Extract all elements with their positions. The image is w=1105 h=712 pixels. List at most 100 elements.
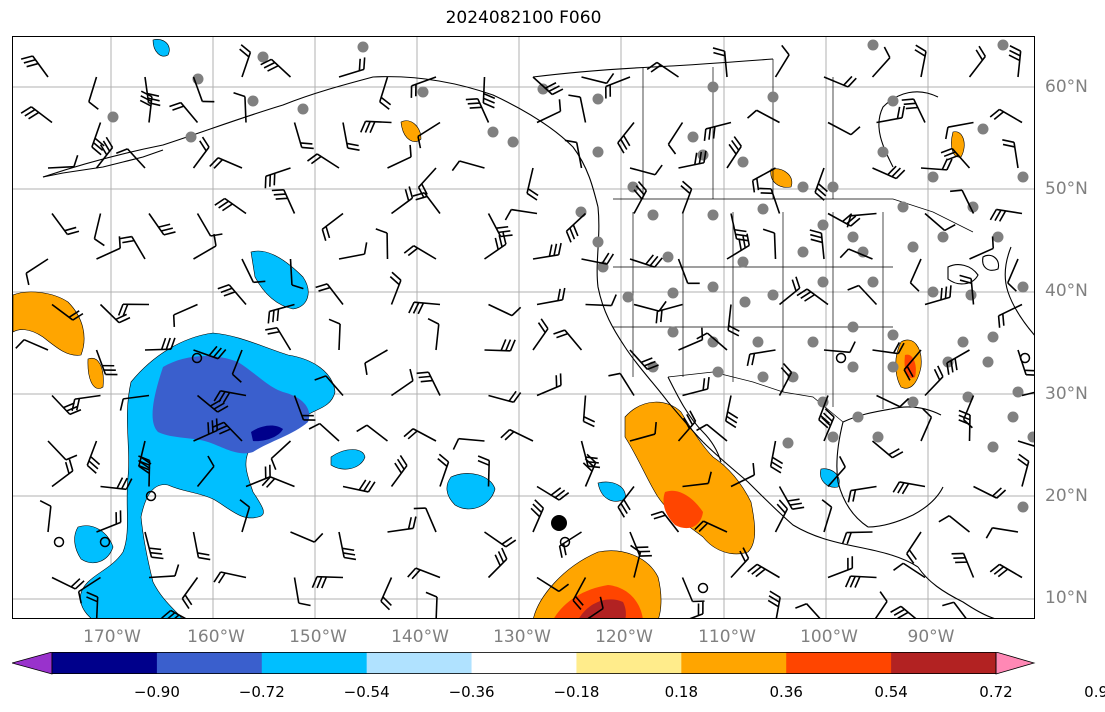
colorbar-segment: [681, 652, 787, 674]
wind-barb: [680, 180, 693, 214]
wind-barb: [477, 455, 491, 487]
wind-barb: [239, 499, 251, 533]
wind-barb: [530, 499, 545, 533]
wind-barb: [193, 233, 217, 260]
lat-label-60: 60°N: [1045, 77, 1088, 97]
station-dot: [107, 111, 119, 123]
special-markers: [53, 352, 1031, 594]
lon-label-170w: 170°W: [83, 627, 141, 647]
wind-barb: [265, 326, 292, 351]
wind-barb: [93, 213, 105, 247]
wind-barb: [1017, 440, 1034, 447]
wind-barb: [536, 287, 566, 306]
wind-barb: [769, 440, 784, 474]
station-dot: [867, 276, 879, 288]
station-dot: [592, 236, 604, 248]
wind-barb: [581, 72, 615, 85]
wind-barb: [412, 191, 441, 214]
wind-barb: [872, 342, 905, 355]
wind-barb: [338, 57, 366, 78]
lon-label-130w: 130°W: [493, 627, 551, 647]
station-dot: [897, 201, 909, 213]
station-dot: [1017, 171, 1029, 183]
negative-region-darkest: [251, 425, 283, 442]
wind-barb: [115, 148, 146, 169]
wind-barb: [876, 394, 910, 408]
wind-barb: [558, 531, 582, 558]
wind-barb: [51, 303, 84, 321]
wind-barb: [969, 236, 995, 260]
wind-barb: [196, 213, 223, 237]
wind-barb: [633, 300, 667, 312]
wind-barb: [724, 395, 739, 429]
wind-barb: [241, 258, 266, 284]
wind-barb: [846, 212, 877, 228]
wind-barb: [774, 499, 789, 533]
wind-barb: [694, 520, 728, 533]
positive-region-left: [13, 291, 85, 356]
central-america: [917, 566, 995, 618]
wind-barbs: [15, 44, 1034, 618]
wind-barb: [504, 208, 538, 221]
negative-blob-4: [152, 39, 170, 57]
wind-barb: [682, 377, 710, 397]
lon-label-100w: 100°W: [800, 627, 858, 647]
colorbar-segment: [576, 652, 682, 674]
wind-barb: [77, 576, 101, 604]
wind-barb: [144, 531, 164, 560]
wind-barb: [696, 332, 728, 351]
yucatan: [867, 486, 944, 528]
colorbar-tick-label: −0.54: [343, 683, 390, 701]
wind-barb: [730, 547, 750, 579]
wind-barb: [847, 284, 878, 306]
baja-california: [667, 376, 722, 463]
wind-barb: [938, 515, 971, 533]
wind-barb: [973, 485, 1007, 499]
station-dot: [487, 126, 499, 138]
station-dot: [417, 86, 429, 98]
wind-barb: [924, 212, 956, 232]
wind-barb: [1017, 453, 1030, 487]
colorbar-segment: [471, 652, 577, 674]
station-dot: [737, 156, 749, 168]
colorbar: [12, 652, 1036, 675]
wind-barb: [261, 476, 295, 488]
station-dot: [927, 286, 939, 298]
wind-barb: [403, 428, 437, 442]
station-dot: [707, 81, 719, 93]
station-dot: [997, 39, 1009, 51]
wind-barb: [293, 577, 311, 607]
station-dot: [707, 209, 719, 221]
station-dot: [982, 356, 994, 368]
colorbar-tick-label: 0.36: [769, 683, 803, 701]
wind-barb: [871, 440, 904, 459]
wind-barb: [407, 567, 441, 580]
wind-barb: [959, 274, 975, 305]
wind-barb: [581, 252, 615, 265]
station-dot: [712, 366, 724, 378]
wind-barb: [465, 98, 490, 123]
wind-barb: [847, 485, 877, 503]
positive-region-mexico-core: [663, 490, 703, 529]
open-circle-5: [559, 536, 571, 548]
wind-barb: [403, 245, 437, 260]
positive-blob-pacific: [87, 357, 104, 389]
wind-barb: [51, 213, 80, 236]
station-dot: [752, 336, 764, 348]
wind-barb: [942, 601, 967, 618]
wind-barb: [47, 155, 79, 169]
wind-barb: [20, 106, 53, 124]
gulf-mexico-west: [836, 421, 869, 528]
station-dot: [737, 256, 749, 268]
wind-barb: [727, 304, 740, 337]
open-circle-2: [145, 490, 157, 502]
open-circle-6: [697, 582, 709, 594]
wind-barb: [119, 235, 146, 260]
station-dot: [185, 131, 197, 143]
wind-barb: [427, 318, 440, 351]
open-circle-3: [53, 536, 65, 548]
station-dot: [887, 361, 899, 373]
wind-barb: [293, 122, 314, 150]
wind-barb: [924, 285, 952, 306]
wind-barb: [25, 258, 49, 286]
